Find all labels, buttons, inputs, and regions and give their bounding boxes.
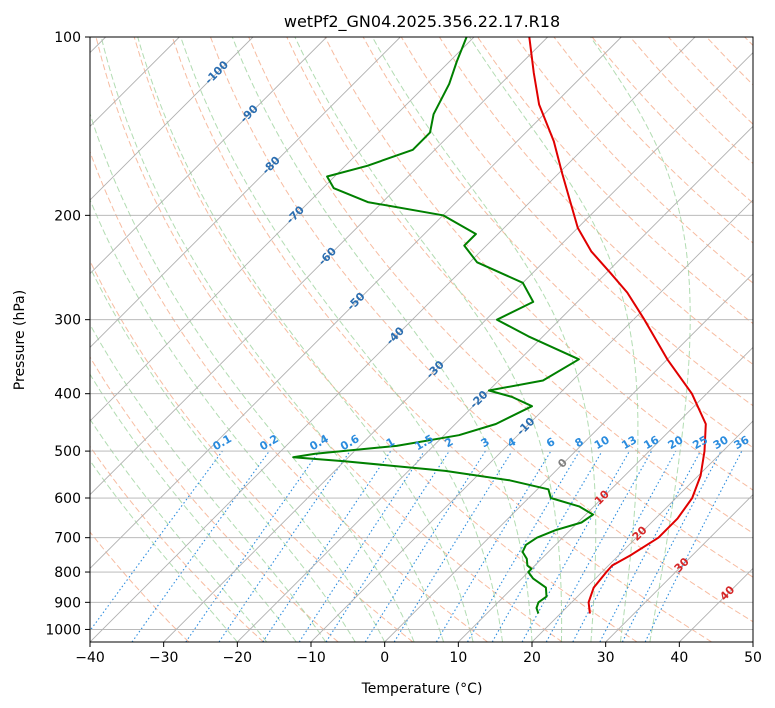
x-tick-label: −40 [75,650,105,666]
y-tick-label: 100 [54,30,81,46]
moist-adiabat-line [90,112,415,642]
dry-adiabat-line [95,37,563,642]
dry-adiabat-line [210,37,753,623]
x-tick-label: −20 [223,650,253,666]
mixing-ratio-line [521,450,630,642]
mixing-ratio-line [131,450,270,642]
isotherm-line [605,494,753,642]
x-tick-label: 40 [670,650,688,666]
x-tick-label: −30 [149,650,179,666]
mixing-ratio-line [185,450,320,642]
moist-adiabat-line [371,37,597,642]
moist-adiabat-line [231,37,533,642]
dry-adiabat-line [90,445,264,642]
y-tick-label: 300 [54,313,81,329]
x-axis-label: Temperature (°C) [361,681,483,697]
x-tick-label: 10 [449,650,467,666]
axes: −40 −30 −20 −10 0 10 20 30 40 50 100 200 300 400 500 60… [45,30,762,666]
plot-frame [89,36,754,643]
dry-adiabat-line [90,356,339,642]
isotherm-line [90,37,548,496]
plot-area [90,37,753,642]
moist-adiabat-line [90,418,268,642]
isotherm-line [310,199,753,642]
dry-adiabat-line [133,37,638,642]
mixing-ratio-line [325,450,450,642]
mixing-ratio-line [90,450,223,632]
moist-adiabat-line [100,37,445,642]
y-tick-label: 900 [54,595,81,611]
temperature-profile-line [528,37,707,614]
background-lines [90,37,753,642]
moist-adiabat-line [90,459,238,642]
isotherm-line [90,37,254,201]
profiles [292,37,707,614]
moist-adiabat-line [90,323,327,642]
isotherm-line [90,37,622,569]
mixing-ratio-line [218,450,351,642]
moist-adiabat-line [90,198,386,642]
y-tick-label: 200 [54,208,81,224]
isotherm-line [90,37,401,348]
y-tick-label: 500 [54,444,81,460]
dry-adiabat-line [90,150,488,642]
isotherm-line [531,420,753,642]
moist-adiabat-line [90,266,356,642]
moist-adiabat-line [180,37,503,642]
x-tick-label: 50 [744,650,762,666]
x-tick-label: 20 [523,650,541,666]
isotherm-line [90,37,696,642]
isotherm-line [90,37,327,275]
y-tick-label: 1000 [45,622,81,638]
isotherm-line [752,641,753,642]
dry-adiabat-line [438,37,753,366]
dry-adiabat-line [90,531,190,642]
y-tick-label: 700 [54,531,81,547]
x-tick-label: 0 [380,650,389,666]
dewpoint-profile-line [292,37,595,614]
y-tick-label: 400 [54,387,81,403]
mixing-ratio-line [545,450,653,642]
dry-adiabat-line [248,37,753,578]
mixing-ratio-line [262,450,392,642]
moist-adiabat-line [137,37,474,642]
isotherm-line [163,52,753,642]
dry-adiabat-line [400,37,753,407]
moist-adiabat-line [294,37,563,642]
x-tick-label: 30 [597,650,615,666]
dry-adiabat-line [515,37,753,284]
x-tick-label: −10 [296,650,326,666]
dry-adiabat-line [171,37,712,642]
isotherm-line [90,37,475,422]
y-tick-label: 800 [54,565,81,581]
y-tick-label: 600 [54,491,81,507]
chart-title: wetPf2_GN04.2025.356.22.17.R18 [284,12,560,32]
mixing-ratio-line [644,450,743,642]
isotherm-line [384,273,753,642]
mixing-ratio-line [393,450,513,642]
moist-adiabat-line [90,373,297,642]
isotherm-line [237,125,753,642]
isotherm-line [458,346,753,642]
mixing-ratio-line [298,450,425,642]
moist-adiabat-line [590,37,691,642]
y-axis-label: Pressure (hPa) [12,290,28,390]
